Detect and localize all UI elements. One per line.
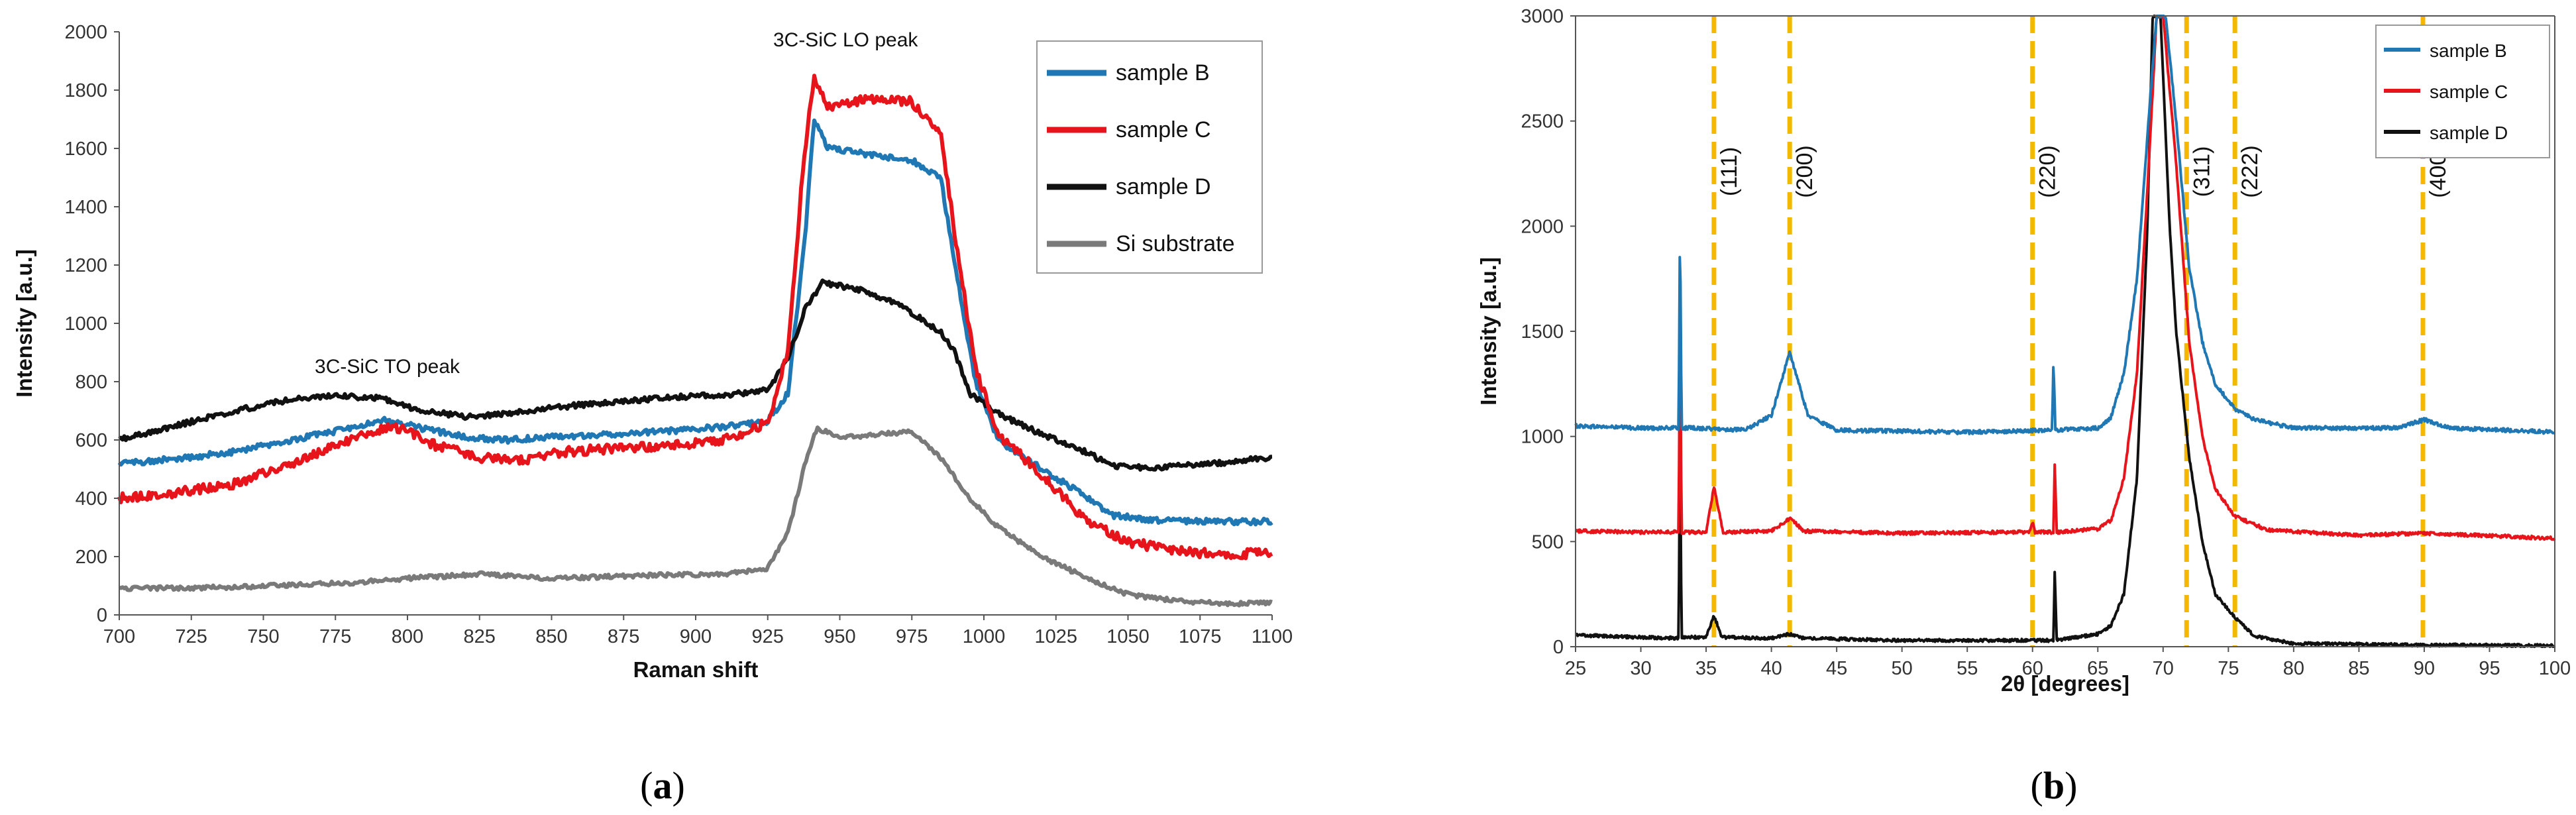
x-tick-label: 100 [2539, 658, 2571, 679]
legend-label-0: sample B [2430, 40, 2507, 61]
x-tick-label: 725 [176, 626, 207, 647]
x-tick-label: 700 [103, 626, 135, 647]
x-tick-label: 900 [680, 626, 712, 647]
x-tick-label: 95 [2479, 658, 2500, 679]
x-tick-label: 50 [1892, 658, 1913, 679]
x-tick-label: 850 [535, 626, 567, 647]
x-axis-title-a: Raman shift [633, 657, 759, 682]
y-tick-label: 1400 [64, 197, 107, 218]
x-tick-label: 775 [319, 626, 351, 647]
y-tick-label: 1000 [64, 313, 107, 335]
series-sample-c [1575, 15, 2556, 541]
x-tick-label: 800 [392, 626, 423, 647]
x-tick-label: 1100 [1252, 626, 1293, 647]
x-tick-label: 25 [1565, 658, 1586, 679]
y-tick-label: 2000 [64, 22, 107, 43]
x-tick-label: 35 [1695, 658, 1717, 679]
x-tick-label: 925 [752, 626, 784, 647]
legend-label-1: sample C [2430, 82, 2508, 102]
x-tick-label: 1000 [963, 626, 1006, 647]
y-tick-label: 3000 [1521, 6, 1564, 27]
legend-label-0: sample B [1116, 60, 1210, 85]
y-tick-label: 500 [1532, 531, 1564, 553]
x-tick-label: 1050 [1106, 626, 1150, 647]
legend-b: sample B sample C sample D [2375, 25, 2550, 158]
series-sample-c [117, 74, 1273, 561]
legend-a: sample B sample C sample D Si substrate [1036, 40, 1263, 274]
y-axis-title-a: Intensity [a.u.] [12, 249, 36, 398]
y-tick-label: 400 [76, 488, 107, 510]
x-tick-label: 950 [824, 626, 855, 647]
series-group-b [1574, 15, 2556, 648]
x-tick-label: 90 [2414, 658, 2435, 679]
legend-b-items: sample B sample C sample D [2384, 40, 2508, 143]
legend-label-1: sample C [1116, 117, 1211, 142]
x-tick-label: 750 [247, 626, 279, 647]
series-si-substrate [119, 425, 1273, 608]
x-tick-label: 1025 [1034, 626, 1077, 647]
y-tick-label: 200 [76, 547, 107, 568]
tick-labels-a: 700 725 750 775 800 825 850 875 900 925 950 975 1000… [64, 22, 1293, 647]
x-tick-label: 55 [1957, 658, 1978, 679]
panel-a-chart: 700 725 750 775 800 825 850 875 900 925 950 975 1000… [12, 22, 1293, 807]
series-sample-d [118, 278, 1273, 472]
plane-label-0: (111) [1717, 147, 1742, 196]
y-tick-label: 2500 [1521, 111, 1564, 133]
y-tick-label: 0 [97, 605, 107, 626]
y-tick-label: 0 [1553, 637, 1564, 658]
y-tick-label: 1000 [1521, 427, 1564, 448]
plane-label-2: (220) [2035, 145, 2061, 197]
y-tick-label: 1500 [1521, 321, 1564, 343]
x-tick-label: 75 [2218, 658, 2239, 679]
y-tick-label: 1200 [64, 255, 107, 276]
reference-lines-b [1711, 16, 2426, 647]
legend-label-3: Si substrate [1116, 231, 1235, 256]
y-tick-label: 2000 [1521, 216, 1564, 237]
annotation-lo-peak: 3C-SiC LO peak [773, 29, 918, 51]
y-axis-title-b: Intensity [a.u.] [1476, 257, 1501, 406]
plane-label-3: (311) [2189, 146, 2214, 197]
axes-a [114, 31, 1273, 620]
x-tick-label: 40 [1760, 658, 1782, 679]
annotation-to-peak: 3C-SiC TO peak [315, 356, 460, 378]
tick-labels-b: 25 30 35 40 45 50 55 60 65 70 75 80 85 90 95 1000500100… [1521, 6, 2571, 679]
x-tick-label: 30 [1630, 658, 1651, 679]
legend-label-2: sample D [1116, 174, 1211, 199]
panel-label-a: (a) [640, 764, 685, 807]
series-group-a [117, 74, 1273, 608]
x-tick-label: 45 [1826, 658, 1847, 679]
series-sample-d [1575, 15, 2556, 648]
y-tick-label: 600 [76, 430, 107, 451]
x-tick-label: 875 [608, 626, 639, 647]
x-tick-label: 825 [464, 626, 496, 647]
legend-label-2: sample D [2430, 123, 2508, 143]
series-sample-b [1574, 15, 2556, 435]
y-tick-label: 1600 [64, 138, 107, 160]
x-axis-title-b: 2θ [degrees] [2001, 671, 2129, 696]
plane-label-4: (222) [2237, 145, 2263, 197]
x-tick-label: 65 [2087, 658, 2108, 679]
x-tick-label: 975 [896, 626, 928, 647]
panel-label-b: (b) [2031, 764, 2078, 807]
y-tick-label: 1800 [64, 80, 107, 101]
plane-label-1: (200) [1792, 145, 1817, 197]
x-tick-label: 85 [2348, 658, 2369, 679]
x-tick-label: 70 [2153, 658, 2174, 679]
x-tick-label: 60 [2022, 658, 2043, 679]
y-tick-label: 800 [76, 372, 107, 393]
legend-box-a [1036, 40, 1263, 274]
x-tick-label: 1075 [1179, 626, 1222, 647]
x-tick-label: 80 [2283, 658, 2304, 679]
axes-b [1570, 15, 2555, 652]
series-sample-b [117, 118, 1273, 527]
legend-a-items: sample B sample C sample D Si substrate [1047, 60, 1235, 256]
panel-b-chart: 25 30 35 40 45 50 55 60 65 70 75 80 85 90 95 1000500100… [1476, 6, 2571, 807]
